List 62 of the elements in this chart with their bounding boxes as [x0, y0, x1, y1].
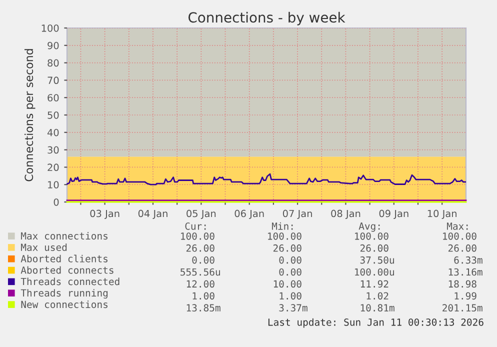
text: 37.50u: [360, 256, 394, 264]
y-tick-label: 100: [42, 24, 59, 32]
x-tick-label: 07 Jan: [282, 210, 312, 219]
text: 26.00: [186, 244, 214, 252]
text: 10.81m: [360, 304, 394, 312]
text: 26.00: [360, 244, 388, 252]
text: 26.00: [273, 244, 302, 252]
text: 1.02: [366, 292, 388, 300]
y-tick-label: 50: [48, 111, 59, 119]
text: 555.56u: [180, 268, 220, 276]
text: 6.33m: [454, 256, 482, 264]
text: Max:: [446, 222, 468, 230]
text: 0.00: [279, 268, 302, 276]
y-tick-label: 40: [47, 128, 59, 136]
x-tick-label: 05 Jan: [186, 210, 216, 219]
y-axis-title: Connections per second: [24, 49, 36, 182]
y-tick-label: 90: [48, 42, 59, 50]
legend-label: Max connections: [21, 232, 108, 240]
text: 100.00: [443, 232, 476, 240]
legend-label: Aborted connects: [20, 266, 114, 274]
x-tick-label: 10 Jan: [428, 210, 456, 219]
text: 1.00: [192, 292, 214, 300]
text: 26.00: [448, 244, 476, 252]
text: 12.00: [186, 280, 214, 288]
y-tick-label: 20: [48, 164, 59, 172]
legend-label: New connections: [21, 300, 108, 308]
y-tick-label: 80: [48, 59, 59, 67]
chart-title: Connections - by week: [188, 12, 346, 26]
x-tick-label: 09 Jan: [379, 210, 408, 219]
text: 10.00: [274, 280, 302, 288]
text: 1.99: [454, 292, 476, 300]
y-tick-label: 30: [48, 146, 59, 154]
legend-label: Aborted clients: [20, 254, 108, 262]
text: Min:: [272, 222, 293, 230]
y-tick-label: 60: [48, 94, 59, 102]
text: 13.16m: [448, 268, 482, 276]
text: 3.37m: [279, 304, 308, 312]
text: 100.00u: [355, 268, 394, 276]
text: 201.15m: [442, 304, 482, 312]
text: 0.00: [192, 256, 214, 264]
text: Last update: Sun Jan 11 00:30:13 2026: [268, 318, 484, 328]
text: 18.98: [448, 280, 476, 288]
text: Cur:: [185, 222, 206, 230]
text: 100.00: [355, 232, 388, 240]
text: Avg:: [358, 222, 380, 232]
y-tick-label: 0: [54, 198, 59, 206]
text: 100.00: [181, 232, 214, 240]
line-series: [66, 173, 466, 186]
text: 100.00: [268, 232, 302, 240]
x-tick-label: 03 Jan: [90, 210, 120, 219]
text: 11.92: [360, 280, 388, 288]
legend-label: Max used: [21, 243, 67, 251]
text: 0.00: [279, 256, 302, 264]
text: 13.85m: [186, 304, 220, 312]
y-tick-label: 10: [48, 181, 59, 188]
x-tick-label: 06 Jan: [234, 210, 264, 219]
text: 1.00: [280, 292, 302, 300]
x-tick-label: 08 Jan: [331, 210, 360, 219]
x-tick-label: 04 Jan: [138, 210, 168, 219]
legend-label: Threads connected: [20, 278, 120, 286]
y-tick-label: 70: [48, 76, 59, 84]
legend-label: Threads running: [20, 289, 108, 299]
